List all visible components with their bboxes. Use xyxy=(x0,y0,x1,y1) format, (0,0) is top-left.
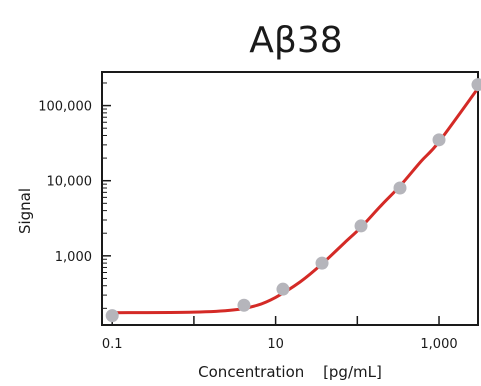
data-point xyxy=(105,309,119,323)
data-point xyxy=(276,282,290,296)
fit-curve xyxy=(110,86,480,315)
x-tick-label: 1,000 xyxy=(420,337,457,352)
y-tick-label: 10,000 xyxy=(47,175,93,190)
axes: 0.1 10 1,000 1,000 10,000 100,000 xyxy=(38,71,479,352)
x-axis-label: Concentration [pg/mL] xyxy=(198,363,382,381)
data-point xyxy=(315,256,329,270)
y-tick-label: 1,000 xyxy=(55,250,92,265)
plot-frame xyxy=(101,71,479,326)
x-tick-label: 10 xyxy=(267,337,284,352)
y-tick-label: 100,000 xyxy=(38,100,92,115)
y-axis-label: Signal xyxy=(16,188,34,234)
axis-labels: Concentration [pg/mL] Signal xyxy=(16,188,382,381)
data-point xyxy=(432,133,446,147)
data-points xyxy=(105,78,481,323)
x-axis-title: Concentration xyxy=(198,363,304,381)
data-point xyxy=(237,298,251,312)
x-axis-unit: [pg/mL] xyxy=(323,363,382,381)
data-point xyxy=(471,78,481,92)
chart-title: Aβ38 xyxy=(249,20,342,61)
data-point xyxy=(393,181,407,195)
data-point xyxy=(354,219,368,233)
fit-curve-group xyxy=(110,86,480,315)
x-tick-label: 0.1 xyxy=(102,337,123,352)
